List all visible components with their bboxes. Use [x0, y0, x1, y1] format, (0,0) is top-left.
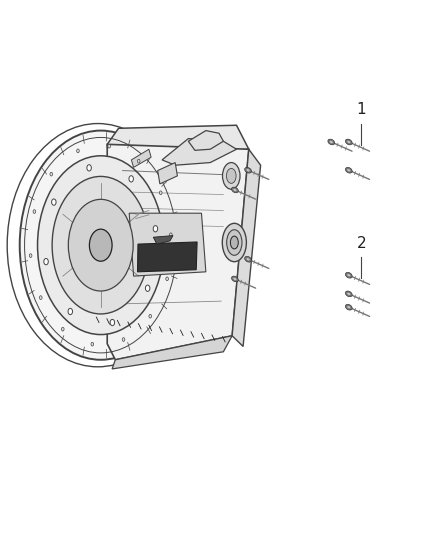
Ellipse shape [347, 141, 350, 143]
Text: 2: 2 [357, 236, 366, 251]
Ellipse shape [247, 258, 250, 261]
Polygon shape [107, 125, 249, 159]
Text: 1: 1 [357, 102, 366, 117]
Ellipse shape [129, 176, 134, 182]
Ellipse shape [328, 139, 335, 145]
Ellipse shape [346, 167, 352, 173]
Ellipse shape [68, 309, 73, 314]
Ellipse shape [245, 256, 251, 262]
Polygon shape [188, 131, 223, 150]
Ellipse shape [227, 230, 242, 255]
Ellipse shape [346, 272, 352, 278]
Ellipse shape [347, 274, 350, 277]
Ellipse shape [346, 291, 352, 297]
Ellipse shape [247, 169, 250, 172]
Ellipse shape [108, 144, 110, 148]
Ellipse shape [29, 254, 32, 257]
Ellipse shape [89, 229, 112, 261]
Ellipse shape [110, 319, 115, 326]
Ellipse shape [170, 233, 172, 237]
Ellipse shape [122, 338, 125, 341]
Ellipse shape [159, 191, 162, 195]
Ellipse shape [145, 285, 150, 292]
Ellipse shape [233, 189, 237, 191]
Polygon shape [153, 236, 173, 244]
Ellipse shape [245, 167, 251, 173]
Ellipse shape [52, 199, 56, 205]
Ellipse shape [346, 139, 352, 145]
Ellipse shape [52, 176, 149, 314]
Ellipse shape [153, 225, 158, 232]
Ellipse shape [226, 168, 236, 183]
Ellipse shape [347, 293, 350, 295]
Ellipse shape [223, 223, 246, 262]
Polygon shape [129, 213, 206, 276]
Ellipse shape [233, 278, 237, 280]
Polygon shape [162, 139, 237, 165]
Ellipse shape [347, 306, 350, 309]
Ellipse shape [232, 187, 238, 193]
Ellipse shape [87, 165, 92, 171]
Ellipse shape [149, 314, 152, 318]
Ellipse shape [77, 149, 79, 152]
Polygon shape [232, 149, 261, 346]
Polygon shape [107, 144, 249, 360]
Ellipse shape [230, 236, 238, 249]
Ellipse shape [20, 131, 182, 360]
Polygon shape [158, 163, 177, 184]
Ellipse shape [38, 156, 164, 335]
Ellipse shape [223, 163, 240, 189]
Ellipse shape [39, 296, 42, 300]
Ellipse shape [68, 199, 133, 291]
Ellipse shape [61, 327, 64, 331]
Ellipse shape [50, 172, 53, 176]
Polygon shape [131, 149, 151, 167]
Polygon shape [112, 336, 232, 369]
Ellipse shape [33, 209, 35, 213]
Ellipse shape [330, 141, 333, 143]
Ellipse shape [44, 259, 48, 265]
Ellipse shape [347, 169, 350, 172]
Ellipse shape [138, 159, 140, 163]
Ellipse shape [346, 304, 352, 310]
Polygon shape [138, 242, 197, 272]
Ellipse shape [232, 276, 238, 282]
Ellipse shape [91, 342, 94, 346]
Ellipse shape [166, 277, 168, 281]
